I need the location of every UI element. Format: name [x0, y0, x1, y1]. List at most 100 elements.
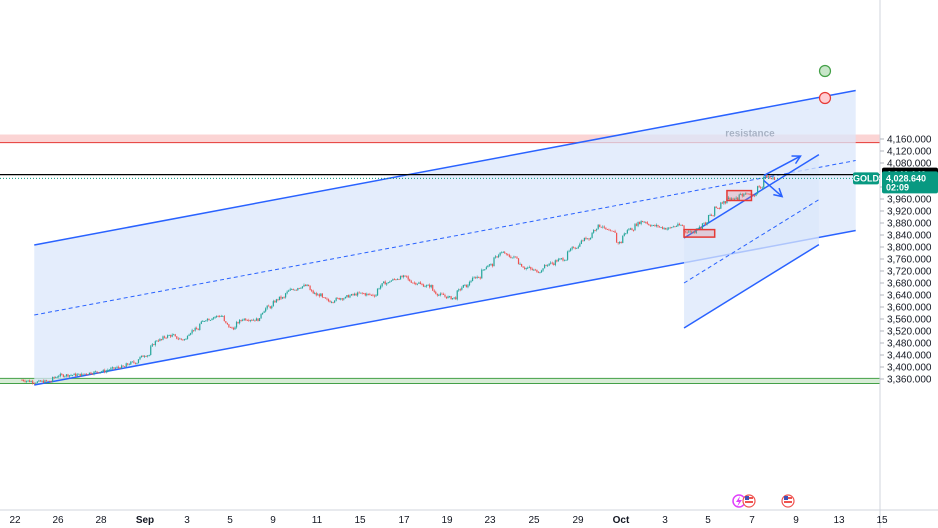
candle-body — [622, 235, 624, 244]
candle-body — [318, 294, 320, 297]
candle-body — [442, 294, 445, 295]
y-tick-label: 3,720.000 — [887, 267, 932, 278]
candle-body — [381, 283, 383, 287]
candle-body — [176, 336, 178, 339]
candle-body — [199, 323, 201, 331]
candle-body — [393, 279, 396, 280]
candle-body — [335, 297, 337, 301]
symbol-tag-text: GOLD — [853, 173, 879, 183]
x-tick-label: 13 — [833, 515, 845, 526]
candle-body — [61, 373, 63, 375]
candle-body — [605, 227, 607, 230]
candle-body — [711, 214, 713, 216]
candle-body — [640, 221, 642, 224]
candle-body — [756, 186, 759, 194]
y-tick-label: 3,960.000 — [887, 195, 932, 206]
fast-channel-mid-line — [683, 199, 820, 284]
candle-body — [320, 293, 322, 297]
candle-body — [68, 375, 71, 377]
candle-body — [747, 193, 750, 195]
candle-body — [528, 267, 530, 268]
candle-body — [646, 222, 648, 225]
candle-body — [695, 228, 697, 234]
candle-body — [370, 294, 373, 296]
candle-body — [127, 363, 129, 365]
candle-body — [666, 228, 668, 230]
candle-body — [654, 225, 656, 227]
candle-body — [128, 364, 130, 366]
candle-body — [245, 318, 247, 321]
candle-body — [634, 224, 636, 231]
candle-body — [642, 221, 644, 223]
candle-body — [657, 225, 659, 227]
candle-body — [228, 324, 230, 328]
candle-body — [447, 296, 449, 299]
candle-body — [415, 282, 417, 285]
candle-body — [625, 233, 627, 234]
candle-body — [65, 374, 68, 377]
candle-body — [303, 284, 305, 287]
candle-body — [101, 371, 103, 373]
candle-body — [570, 248, 572, 251]
candle-body — [746, 193, 748, 195]
candle-body — [186, 335, 189, 339]
candle-body — [473, 277, 475, 279]
candle-body — [551, 262, 553, 264]
x-axis-panel — [0, 510, 938, 528]
candle-body — [683, 225, 685, 232]
flag-stripe — [745, 501, 753, 503]
wide-channel-mid-line — [34, 160, 856, 316]
candle-body — [493, 257, 495, 267]
candle-body — [476, 276, 478, 279]
candle-body — [738, 194, 740, 200]
candle-body — [606, 229, 609, 230]
candle-body — [448, 296, 451, 298]
candle-body — [599, 224, 601, 227]
countdown-text: 02:09 — [886, 182, 909, 192]
candle-body — [48, 380, 51, 382]
candle-body — [350, 294, 353, 296]
candle-body — [185, 338, 187, 340]
candle-body — [764, 175, 766, 177]
candle-body — [749, 194, 751, 196]
candle-body — [475, 277, 477, 279]
candle-body — [439, 293, 441, 296]
candle-body — [758, 186, 760, 188]
candle-body — [131, 361, 133, 363]
candle-body — [398, 279, 400, 281]
candle-body — [741, 193, 743, 197]
candle-body — [450, 296, 452, 300]
candle-body — [455, 297, 457, 300]
candle-body — [212, 317, 215, 319]
candle-body — [608, 229, 610, 231]
y-tick-label: 3,680.000 — [887, 279, 932, 290]
candle-body — [50, 381, 52, 383]
candle-body — [284, 293, 287, 298]
candle-body — [25, 380, 28, 382]
candle-body — [735, 197, 737, 199]
candle-body — [321, 293, 323, 298]
candle-body — [62, 374, 64, 377]
candle-body — [341, 298, 343, 300]
candle-body — [52, 377, 54, 382]
candle-body — [479, 277, 481, 279]
candle-body — [304, 284, 307, 286]
candle-body — [692, 231, 694, 233]
candle-body — [668, 227, 670, 229]
x-tick-label: 15 — [876, 515, 888, 526]
candle-body — [438, 295, 440, 296]
candle-body — [732, 198, 734, 200]
candle-body — [56, 376, 58, 378]
candle-body — [548, 263, 550, 266]
candle-body — [148, 355, 150, 356]
candle-body — [550, 262, 552, 264]
candle-body — [338, 297, 340, 300]
candle-body — [577, 246, 579, 249]
candle-body — [628, 229, 630, 231]
candle-body — [38, 380, 40, 382]
candle-body — [214, 316, 216, 318]
candle-body — [35, 382, 37, 384]
candle-body — [617, 242, 619, 244]
